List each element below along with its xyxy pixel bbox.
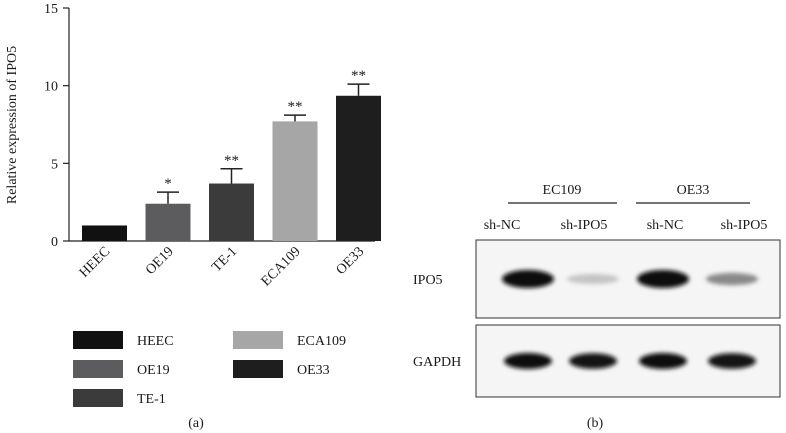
legend-swatch-eca109 bbox=[233, 331, 283, 349]
bar-eca109 bbox=[272, 121, 318, 241]
blot-row-label-gapdh: GAPDH bbox=[413, 355, 461, 370]
blot-group-oe33: OE33 bbox=[677, 183, 710, 198]
blot-band-gapdh-2 bbox=[639, 353, 687, 369]
x-tick-label-oe33: OE33 bbox=[334, 244, 368, 278]
significance-oe33: ** bbox=[351, 68, 366, 84]
y-axis-label: Relative expression of IPO5 bbox=[5, 46, 20, 204]
significance-eca109: ** bbox=[288, 99, 303, 115]
legend: HEEC OE19 TE-1 ECA109 OE33 bbox=[73, 331, 346, 407]
blot-lane-label-0: sh-NC bbox=[484, 218, 521, 233]
blot-group-ec109: EC109 bbox=[543, 183, 582, 198]
legend-label-heec: HEEC bbox=[137, 334, 174, 349]
y-tick-label-2: 10 bbox=[44, 80, 58, 95]
panel-b-label: (b) bbox=[587, 416, 604, 431]
panel-b: EC109 OE33 sh-NC sh-IPO5 sh-NC sh-IPO5 IPO5 G… bbox=[413, 183, 781, 431]
legend-label-oe19: OE19 bbox=[137, 363, 170, 378]
blot-band-ipo5-3 bbox=[706, 272, 758, 286]
x-tick-label-oe19: OE19 bbox=[143, 244, 177, 278]
blot-rows: IPO5 GAPDH bbox=[413, 239, 781, 398]
panel-a-label: (a) bbox=[188, 416, 204, 431]
blot-band-gapdh-0 bbox=[504, 353, 552, 369]
x-tick-label-te-1: TE-1 bbox=[209, 244, 240, 275]
blot-band-ipo5-1 bbox=[567, 274, 619, 284]
significance-te-1: ** bbox=[224, 153, 239, 169]
blot-band-ipo5-0 bbox=[502, 270, 554, 288]
legend-swatch-heec bbox=[73, 331, 123, 349]
blot-band-gapdh-3 bbox=[708, 353, 756, 369]
y-tick-label-0: 0 bbox=[51, 235, 58, 250]
legend-swatch-te-1 bbox=[73, 389, 123, 407]
blot-group-headers: EC109 OE33 bbox=[508, 183, 750, 204]
y-tick-label-1: 5 bbox=[51, 157, 58, 172]
x-tick-label-eca109: ECA109 bbox=[259, 244, 304, 289]
y-axis-ticks: 0 5 10 15 bbox=[44, 2, 69, 250]
x-tick-label-heec: HEEC bbox=[77, 244, 113, 280]
bar-oe33 bbox=[336, 95, 381, 241]
blot-lane-labels: sh-NC sh-IPO5 sh-NC sh-IPO5 bbox=[484, 218, 768, 233]
significance-oe19: * bbox=[164, 176, 172, 192]
legend-label-eca109: ECA109 bbox=[297, 334, 346, 349]
bar-te-1 bbox=[209, 183, 254, 241]
blot-row-label-ipo5: IPO5 bbox=[413, 273, 443, 288]
blot-lane-label-2: sh-NC bbox=[647, 218, 684, 233]
legend-swatch-oe33 bbox=[233, 360, 283, 378]
blot-band-ipo5-2 bbox=[637, 270, 689, 288]
blot-lane-label-3: sh-IPO5 bbox=[721, 218, 768, 233]
bar-oe19 bbox=[145, 203, 191, 241]
blot-lane-label-1: sh-IPO5 bbox=[561, 218, 608, 233]
blot-band-gapdh-1 bbox=[569, 353, 617, 369]
x-axis-tick-labels: HEEC OE19 TE-1 ECA109 OE33 bbox=[77, 244, 367, 289]
bar-heec bbox=[82, 225, 127, 241]
bars: ******* bbox=[82, 68, 381, 241]
legend-label-te-1: TE-1 bbox=[137, 392, 166, 407]
y-tick-label-3: 15 bbox=[44, 2, 58, 17]
legend-label-oe33: OE33 bbox=[297, 363, 330, 378]
legend-swatch-oe19 bbox=[73, 360, 123, 378]
